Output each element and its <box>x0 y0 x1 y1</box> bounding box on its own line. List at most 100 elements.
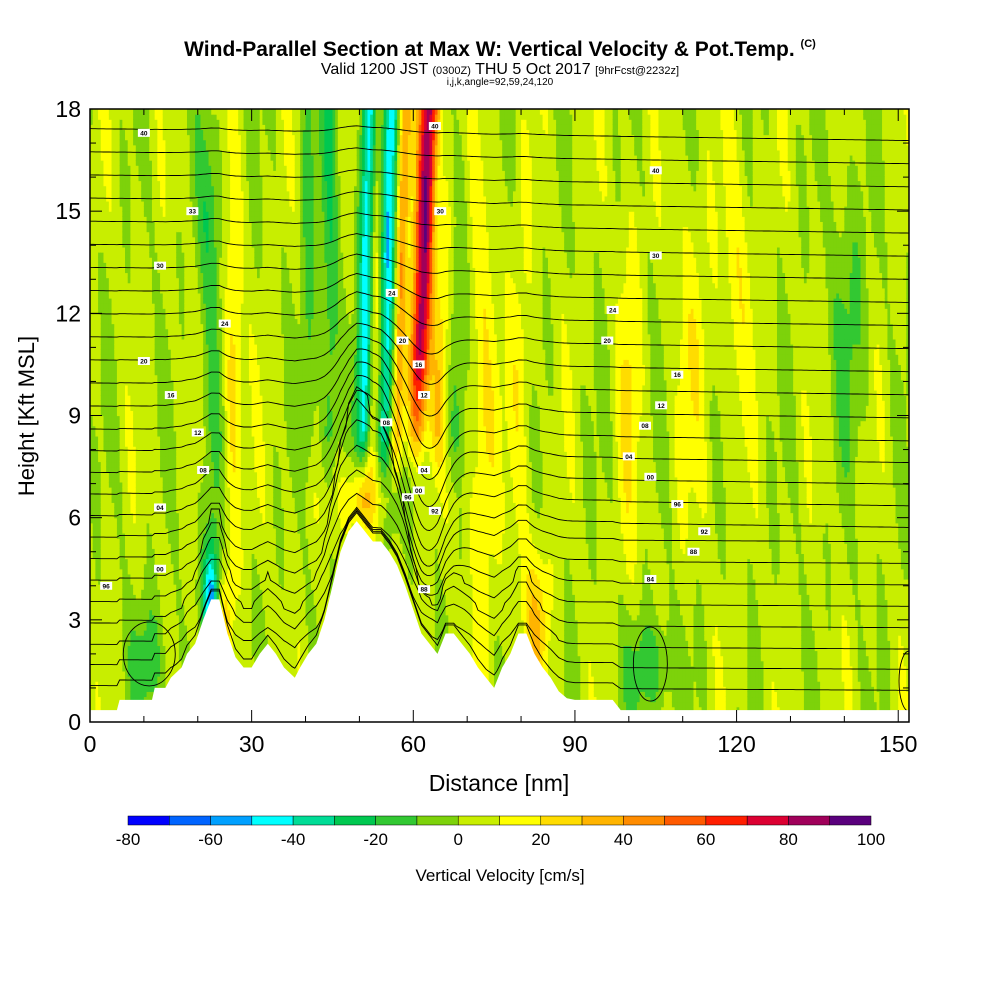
theta-label-bg <box>687 547 700 556</box>
theta-label: 04 <box>420 467 428 474</box>
theta-label-bg <box>638 421 651 430</box>
colorbar-bin <box>788 815 830 826</box>
colorbar-tick-label: -20 <box>363 830 388 849</box>
theta-label: 33 <box>189 209 197 216</box>
theta-label-bg <box>428 122 441 131</box>
theta-contour-line <box>90 419 909 577</box>
colorbar-tick-label: -60 <box>198 830 223 849</box>
colorbar-bin <box>334 815 376 826</box>
theta-contour-line <box>90 212 909 234</box>
theta-label: 12 <box>658 403 666 410</box>
colorbar-bin <box>416 815 459 826</box>
theta-label: 40 <box>652 168 660 175</box>
theta-contour-line <box>90 508 909 650</box>
theta-label: 08 <box>383 420 391 427</box>
theta-label-bg <box>164 391 177 400</box>
theta-label-bg <box>137 357 150 366</box>
colorbar-bin <box>705 815 748 826</box>
theta-label: 00 <box>415 488 423 495</box>
theta-label-bg <box>197 465 210 474</box>
theta-contour-line <box>90 125 909 142</box>
theta-label: 24 <box>221 321 229 328</box>
theta-label: 20 <box>604 338 612 345</box>
theta-label-bg <box>385 288 398 297</box>
y-tick-label: 9 <box>68 403 81 429</box>
colorbar-tick-label: 60 <box>696 830 715 849</box>
theta-label-bg <box>434 207 447 216</box>
colorbar-bin <box>210 815 253 826</box>
theta-label-bg <box>622 452 635 461</box>
x-tick-label: 0 <box>84 731 97 757</box>
theta-label-bg <box>154 503 167 512</box>
theta-contour-line <box>90 361 909 480</box>
theta-label-bg <box>418 585 431 594</box>
theta-label-bg <box>154 261 167 270</box>
chart-grid-params: i,j,k,angle=92,59,24,120 <box>0 77 1000 88</box>
theta-label-bg <box>100 581 113 590</box>
theta-label-bg <box>137 128 150 137</box>
theta-label: 00 <box>156 566 164 573</box>
colorbar-tick-label: -40 <box>281 830 306 849</box>
colorbar-bin <box>829 815 872 826</box>
theta-label-bg <box>649 166 662 175</box>
theta-label-bg <box>186 207 199 216</box>
theta-contour-line <box>90 506 909 629</box>
terrain-fill <box>90 521 909 722</box>
theta-contour-line <box>90 307 909 355</box>
theta-contour-line <box>90 253 909 280</box>
colorbar-bin <box>499 815 542 826</box>
theta-contour-line <box>90 492 909 607</box>
y-axis: 0 3 6 9 12 15 18 <box>55 96 909 735</box>
colorbar: -80 -60 -40 -20 0 20 40 60 80 100 <box>116 815 885 849</box>
theta-label-bg <box>380 418 393 427</box>
colorbar-tick-label: -80 <box>116 830 141 849</box>
x-tick-label: 60 <box>400 731 426 757</box>
colorbar-tick-label: 0 <box>453 830 462 849</box>
theta-label: 92 <box>431 508 439 515</box>
theta-label: 96 <box>674 502 682 509</box>
theta-contour-line <box>90 190 909 211</box>
theta-contour-line <box>90 322 909 385</box>
colorbar-tick-label: 80 <box>779 830 798 849</box>
theta-contour-line <box>90 511 909 691</box>
theta-label: 40 <box>431 124 439 131</box>
theta-label-bg <box>655 401 668 410</box>
theta-label: 20 <box>399 338 407 345</box>
theta-label-bg <box>154 564 167 573</box>
theta-label-bg <box>191 428 204 437</box>
y-tick-label: 12 <box>55 300 81 326</box>
theta-label: 20 <box>140 359 148 366</box>
colorbar-bin <box>664 815 707 826</box>
theta-label: 30 <box>156 263 164 270</box>
theta-contour-line <box>90 147 909 165</box>
theta-contour-line <box>90 469 909 596</box>
theta-label: 16 <box>674 372 682 379</box>
theta-label-bg <box>401 493 414 502</box>
theta-label-bg <box>649 251 662 260</box>
theta-contour-line <box>90 336 909 417</box>
y-tick-label: 15 <box>55 198 81 224</box>
theta-label: 16 <box>415 362 423 369</box>
colorbar-bin <box>457 815 500 826</box>
theta-label: 96 <box>103 583 111 590</box>
x-tick-label: 90 <box>562 731 588 757</box>
theta-contours <box>90 125 909 712</box>
y-tick-label: 18 <box>55 96 81 122</box>
theta-contour-line <box>90 397 909 567</box>
theta-contour-line <box>898 650 909 712</box>
colorbar-bin <box>169 815 211 826</box>
colorbar-bin <box>746 815 789 826</box>
colorbar-bin <box>581 815 624 826</box>
colorbar-bin <box>540 815 583 826</box>
y-axis-label: Height [Kft MSL] <box>14 336 39 496</box>
theta-label: 16 <box>167 393 175 400</box>
theta-contour-labels: 4033302420161208040096403024201612080400… <box>100 122 711 594</box>
x-tick-label: 30 <box>239 731 265 757</box>
theta-label-bg <box>418 391 431 400</box>
theta-label-bg <box>428 506 441 515</box>
terrain <box>90 521 909 722</box>
theta-contour-line <box>90 291 909 326</box>
colorbar-tick-label: 100 <box>857 830 885 849</box>
chart-title: Wind-Parallel Section at Max W: Vertical… <box>0 38 1000 62</box>
theta-label-bg <box>644 574 657 583</box>
